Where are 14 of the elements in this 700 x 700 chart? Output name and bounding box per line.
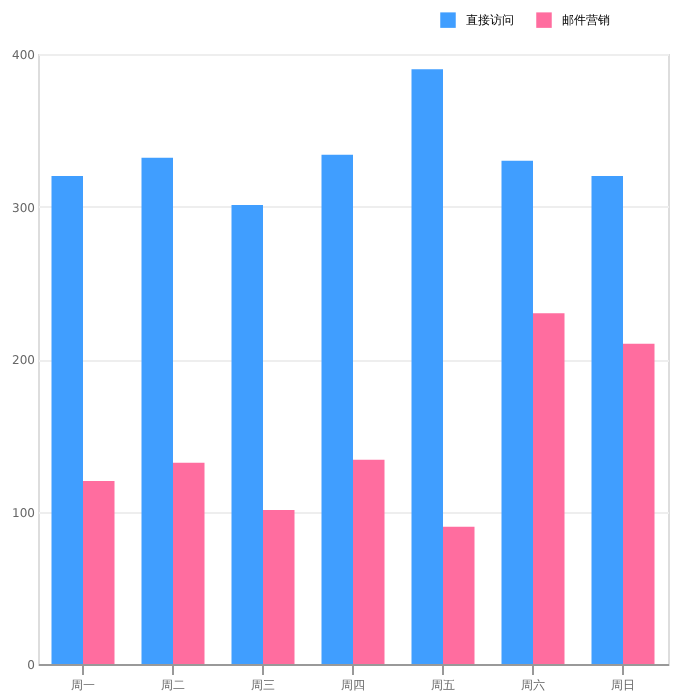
bar: [501, 160, 533, 664]
bar: [353, 459, 385, 664]
bar: [411, 69, 443, 664]
bar: [263, 509, 295, 664]
bar: [173, 462, 205, 664]
bar: [83, 481, 115, 664]
bar: [623, 343, 655, 664]
bar: [51, 176, 83, 664]
bar: [321, 154, 353, 664]
bar: [443, 526, 475, 664]
bar: [141, 157, 173, 664]
bar: [591, 176, 623, 664]
bar: [231, 204, 263, 664]
bar: [533, 313, 565, 664]
